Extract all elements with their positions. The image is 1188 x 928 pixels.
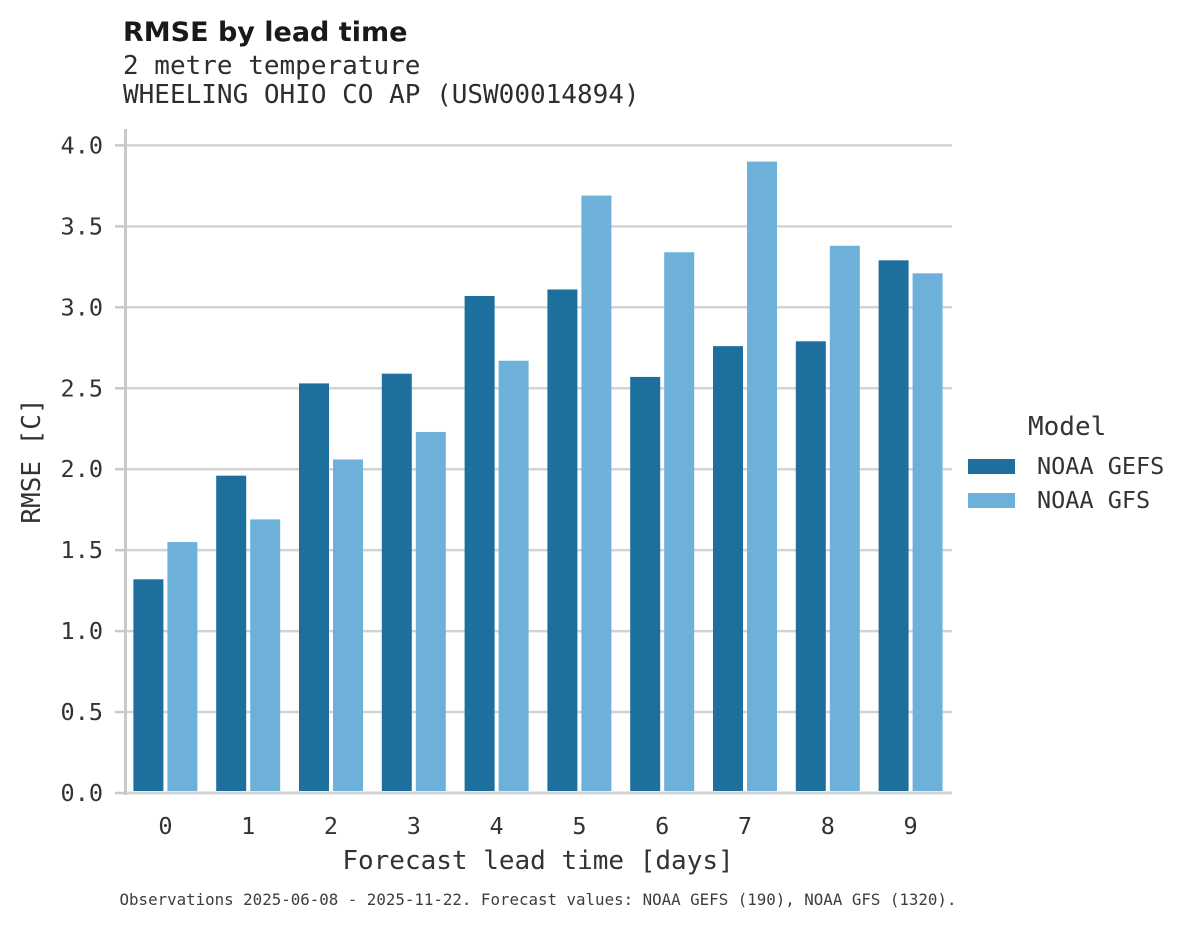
y-tick-label: 2.0 <box>61 455 103 483</box>
bar-noaa-gefs-lead-1 <box>216 475 247 791</box>
bar-noaa-gfs-lead-5 <box>581 195 612 792</box>
noaa-gfs-color-swatch <box>968 492 1015 508</box>
legend-item-noaa-gfs: NOAA GFS <box>968 486 1164 514</box>
chart-subtitle: 2 metre temperature <box>123 51 421 81</box>
x-tick-label: 6 <box>655 812 669 840</box>
noaa-gefs-color-swatch <box>968 458 1015 474</box>
bar-noaa-gfs-lead-1 <box>250 519 281 791</box>
y-tick-label: 2.5 <box>61 374 103 402</box>
bar-noaa-gfs-lead-3 <box>415 431 446 791</box>
bar-noaa-gfs-lead-9 <box>912 273 943 791</box>
x-axis-title: Forecast lead time [days] <box>342 846 734 876</box>
y-axis-title: RMSE [C] <box>17 398 47 524</box>
y-tick-label: 1.0 <box>61 617 103 645</box>
y-tick-label: 1.5 <box>61 536 103 564</box>
footnote-caption: Observations 2025-06-08 - 2025-11-22. Fo… <box>119 890 957 909</box>
bar-noaa-gefs-lead-7 <box>713 346 743 791</box>
y-tick-label: 0.5 <box>61 698 103 726</box>
bar-noaa-gfs-lead-6 <box>664 252 695 791</box>
bar-noaa-gefs-lead-3 <box>381 373 412 791</box>
x-tick-label: 1 <box>241 812 255 840</box>
bar-noaa-gefs-lead-8 <box>795 341 826 791</box>
x-tick-label: 5 <box>572 812 586 840</box>
bar-noaa-gefs-lead-5 <box>547 289 578 791</box>
chart-title: RMSE by lead time <box>123 17 408 48</box>
station-name: WHEELING OHIO CO AP (USW00014894) <box>123 80 640 110</box>
y-tick-label: 0.0 <box>61 779 103 807</box>
legend: Model NOAA GEFS NOAA GFS <box>968 412 1165 514</box>
x-tick-label: 3 <box>407 812 421 840</box>
legend-label-noaa-gfs: NOAA GFS <box>1037 486 1151 514</box>
bar-noaa-gfs-lead-7 <box>747 161 777 792</box>
bar-noaa-gfs-lead-4 <box>498 360 529 791</box>
bar-noaa-gefs-lead-9 <box>878 260 909 791</box>
bar-noaa-gefs-lead-6 <box>630 376 661 791</box>
bar-noaa-gefs-lead-4 <box>464 295 495 791</box>
y-tick-label: 3.5 <box>61 212 103 240</box>
bar-noaa-gfs-lead-0 <box>167 542 198 791</box>
legend-label-noaa-gefs: NOAA GEFS <box>1037 452 1165 480</box>
bar-noaa-gfs-lead-8 <box>829 245 860 791</box>
x-tick-label: 9 <box>904 812 918 840</box>
x-tick-label: 8 <box>821 812 835 840</box>
bar-noaa-gefs-lead-0 <box>133 579 164 791</box>
bar-noaa-gefs-lead-2 <box>299 383 329 791</box>
legend-item-noaa-gefs: NOAA GEFS <box>968 452 1165 480</box>
y-tick-label: 3.0 <box>61 293 103 321</box>
x-tick-label: 2 <box>324 812 338 840</box>
x-tick-label: 7 <box>738 812 752 840</box>
bar-noaa-gfs-lead-2 <box>333 459 363 791</box>
y-tick-label: 4.0 <box>61 131 103 159</box>
x-tick-label: 0 <box>158 812 172 840</box>
legend-title: Model <box>1028 412 1107 442</box>
x-tick-label: 4 <box>490 812 504 840</box>
